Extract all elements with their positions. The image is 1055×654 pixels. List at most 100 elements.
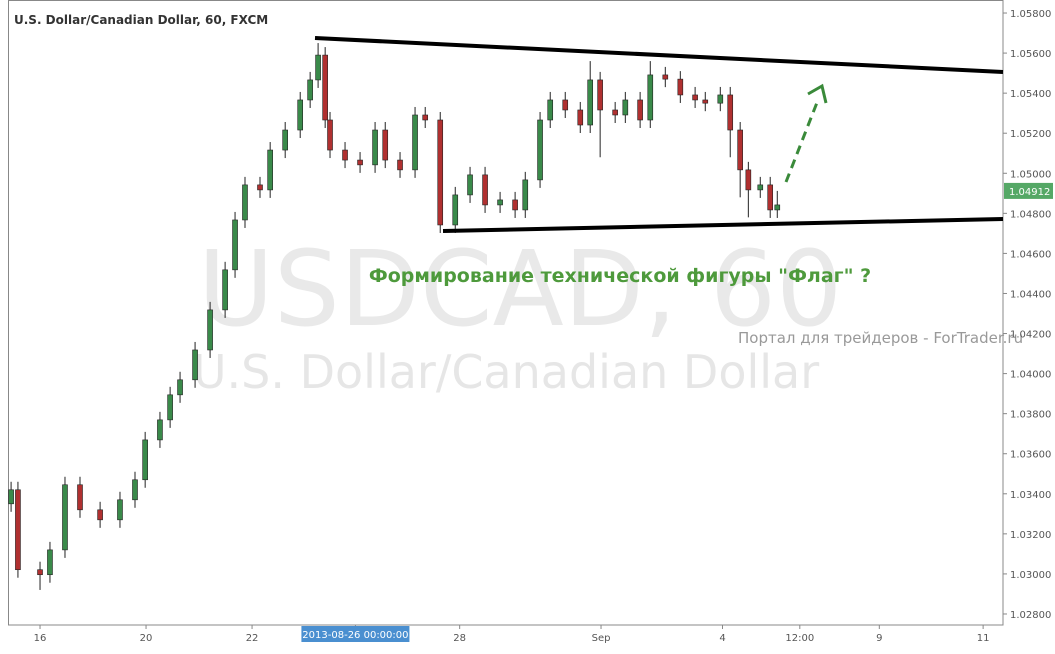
candle-body (537, 119, 543, 181)
candle-body (677, 78, 684, 96)
y-tick-label: 1.02800 (1010, 610, 1051, 621)
candle-body (357, 159, 363, 166)
candle-body (587, 79, 594, 126)
candle-body (612, 109, 618, 116)
forecast-arrow-head (807, 83, 828, 104)
candle-body (745, 169, 752, 191)
watermark-name: U.S. Dollar/Canadian Dollar (193, 345, 819, 399)
candle-body (62, 484, 68, 551)
y-tick-label: 1.05000 (1010, 169, 1051, 180)
watermark-symbol: USDCAD, 60 (198, 228, 843, 350)
candle-body (282, 129, 288, 151)
candle-body (257, 184, 263, 191)
candle-body (727, 94, 734, 131)
y-tick-label: 1.04200 (1010, 330, 1051, 341)
candle-body (467, 174, 473, 196)
y-tick-label: 1.05800 (1010, 9, 1051, 20)
x-tick-label: 28 (453, 633, 466, 644)
candle-body (297, 99, 304, 131)
candle-body (412, 114, 418, 171)
candle-body (767, 184, 774, 211)
y-tick-label: 1.04400 (1010, 289, 1051, 300)
x-tick-label: 22 (246, 633, 259, 644)
y-tick-label: 1.05200 (1010, 129, 1051, 140)
candle-body (382, 129, 389, 161)
x-tick-label: 11 (977, 633, 990, 644)
candle-body (437, 119, 444, 226)
y-tick-label: 1.04600 (1010, 249, 1051, 260)
chart-title: U.S. Dollar/Canadian Dollar, 60, FXCM (14, 13, 268, 27)
candle-body (222, 269, 228, 311)
candle-body (192, 349, 198, 381)
candle-body (482, 174, 488, 206)
candle-body (37, 569, 43, 576)
x-tick-label: 9 (876, 633, 882, 644)
candle-body (562, 99, 569, 111)
source-note: Портал для трейдеров - ForTrader.ru (738, 329, 1023, 347)
x-tick-label: 4 (719, 633, 725, 644)
candle-body (497, 199, 503, 206)
crosshair-label-bg (301, 626, 410, 642)
candle-body (637, 99, 643, 121)
x-tick-label: 20 (140, 633, 153, 644)
y-tick-label: 1.04000 (1010, 370, 1051, 381)
last-price-bg (1004, 182, 1053, 199)
candle-body (757, 184, 764, 191)
y-tick-label: 1.05600 (1010, 49, 1051, 60)
x-tick-label: 16 (34, 633, 47, 644)
y-tick-label: 1.04800 (1010, 209, 1051, 220)
lower-trend-line (442, 217, 1004, 233)
candle-body (647, 74, 654, 121)
candle-body (47, 549, 53, 576)
candle-body (597, 79, 603, 111)
candle-body (267, 149, 273, 191)
candle-body (717, 94, 724, 104)
plot-frame (8, 0, 1004, 626)
candle-body (522, 179, 529, 211)
x-tick-label: 2013-08-26 00:00:00 (302, 630, 408, 641)
candle-body (167, 394, 173, 421)
candle-body (322, 54, 328, 121)
candle-body (97, 509, 103, 521)
y-tick-label: 1.03400 (1010, 490, 1051, 501)
candle-body (77, 484, 83, 511)
candle-body (8, 489, 14, 505)
candle-body (207, 309, 213, 351)
candle-body (692, 94, 698, 101)
candle-body (315, 54, 321, 81)
candle-body (577, 109, 584, 126)
candle-body (622, 99, 629, 116)
candle-body (452, 194, 459, 226)
candle-body (132, 479, 138, 501)
candle-body (774, 204, 781, 211)
y-tick-label: 1.05400 (1010, 89, 1051, 100)
candle-body (117, 499, 123, 521)
candle-body (372, 129, 378, 166)
candle-body (142, 439, 148, 481)
candle-body (547, 99, 554, 121)
x-tick-label: 12:00 (785, 633, 814, 644)
candle-body (177, 379, 183, 396)
candle-body (232, 219, 238, 271)
upper-trend-line (314, 36, 1004, 74)
candle-body (307, 79, 313, 101)
x-tick-label: Sep (592, 633, 611, 644)
candle-body (327, 119, 333, 151)
annotation: Формирование технической фигуры "Флаг" ? (369, 265, 871, 287)
candle-body (157, 419, 163, 441)
candle-body (242, 184, 248, 221)
candle-body (662, 74, 669, 80)
candle-body (702, 99, 709, 104)
candles (8, 43, 781, 590)
y-tick-label: 1.03000 (1010, 570, 1051, 581)
candle-body (15, 489, 21, 571)
last-price-label: 1.04912 (1009, 187, 1050, 198)
y-tick-label: 1.03600 (1010, 450, 1051, 461)
candle-body (737, 129, 743, 171)
candle-body (422, 114, 429, 121)
candle-body (397, 159, 403, 171)
y-tick-label: 1.03200 (1010, 530, 1051, 541)
